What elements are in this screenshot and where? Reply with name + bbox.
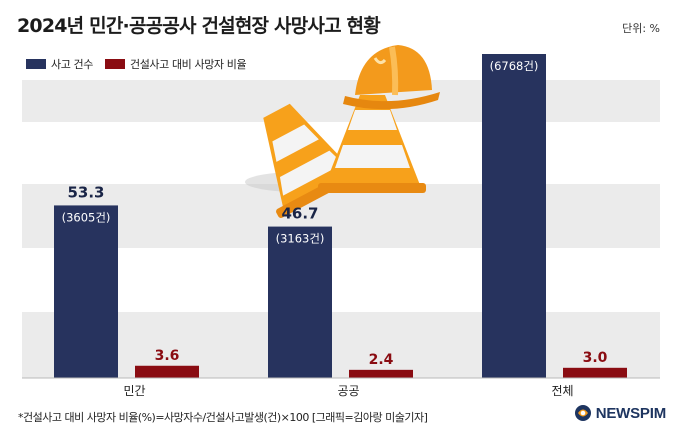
legend-label-ratio: 건설사고 대비 사망자 비율 bbox=[129, 58, 247, 71]
bar-ratio-1 bbox=[349, 369, 413, 378]
hard-hat-icon bbox=[343, 45, 440, 110]
bar-ratio-0 bbox=[135, 365, 199, 378]
bar-top-label-0: 53.3 bbox=[67, 183, 104, 201]
unit-label: 단위: % bbox=[622, 22, 660, 35]
bar-ratio-label-0: 3.6 bbox=[155, 348, 180, 364]
footnote: *건설사고 대비 사망자 비율(%)=사망자수/건설사고발생(건)×100 [그… bbox=[18, 411, 428, 424]
bar-ratio-label-1: 2.4 bbox=[369, 352, 394, 368]
bar-count-label-1: (3163건) bbox=[276, 232, 325, 246]
chart-title: 2024년 민간·공공공사 건설현장 사망사고 현황 bbox=[17, 15, 381, 37]
x-tick-label-2: 전체 bbox=[551, 384, 573, 398]
legend-swatch-ratio bbox=[104, 59, 125, 69]
x-tick-label-0: 민간 bbox=[123, 384, 145, 398]
legend: 사고 건수 건설사고 대비 사망자 비율 bbox=[26, 56, 247, 72]
bar-count-2 bbox=[482, 54, 546, 378]
legend-item-ratio: 건설사고 대비 사망자 비율 bbox=[104, 56, 247, 72]
x-tick-labels: 민간 공공 전체 bbox=[123, 384, 573, 398]
bar-count-label-0: (3605건) bbox=[62, 210, 111, 224]
bar-count-1 bbox=[268, 226, 332, 378]
grid-bands bbox=[22, 80, 660, 378]
grid-band bbox=[22, 312, 660, 378]
bar-top-label-1: 46.7 bbox=[281, 205, 318, 223]
brand-logo: NEWSPIM bbox=[574, 404, 666, 422]
bar-ratio-2 bbox=[563, 367, 627, 378]
grid-band bbox=[22, 184, 660, 248]
bars: (3605건) 53.3 3.6 (3163건) 46.7 2.4 (6768건) 3.0 bbox=[54, 54, 627, 378]
traffic-cone-icon bbox=[245, 95, 426, 218]
bar-ratio-label-2: 3.0 bbox=[583, 350, 608, 366]
legend-label-count: 사고 건수 bbox=[51, 58, 93, 71]
grid-band bbox=[22, 80, 660, 122]
bar-count-0 bbox=[54, 205, 118, 378]
newspim-logo-icon bbox=[574, 405, 591, 421]
legend-swatch-count bbox=[26, 59, 46, 69]
x-tick-label-1: 공공 bbox=[337, 384, 359, 398]
legend-item-count: 사고 건수 bbox=[26, 56, 93, 72]
brand-name: NEWSPIM bbox=[595, 404, 666, 422]
bar-count-label-2: (6768건) bbox=[490, 59, 539, 73]
